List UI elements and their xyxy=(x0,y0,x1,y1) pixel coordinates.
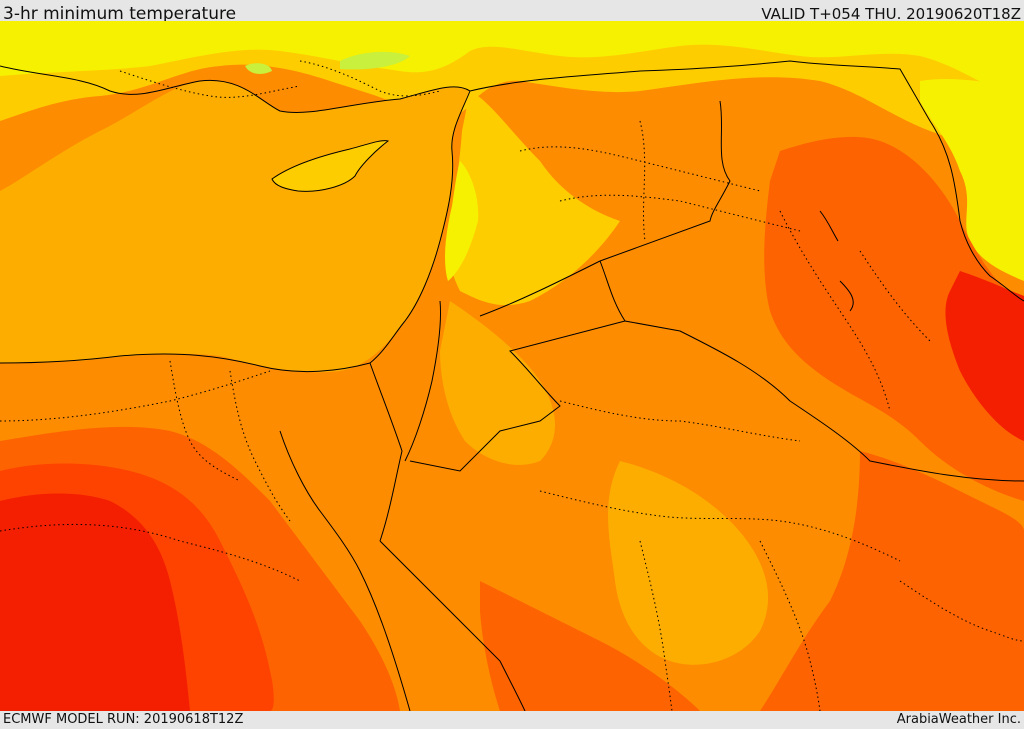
coastline-arabia xyxy=(379,540,526,711)
coastline xyxy=(0,65,471,113)
credit-label: ArabiaWeather Inc. xyxy=(896,712,1021,727)
cyprus xyxy=(271,140,390,192)
coastline xyxy=(0,90,471,373)
dark-orange-iraq xyxy=(764,136,1024,502)
light-yellow-east-region xyxy=(920,79,1024,281)
valid-time: VALID T+054 THU. 20190620T18Z xyxy=(761,5,1021,23)
model-run-label: ECMWF MODEL RUN: 20190618T12Z xyxy=(3,712,244,727)
border-syria-iraq xyxy=(479,100,731,317)
saudi-yellow xyxy=(608,461,769,665)
border-jordan-iraq-saudi xyxy=(599,260,1024,482)
province-boundaries xyxy=(0,60,1024,711)
green-patch xyxy=(340,51,410,70)
border-jordan-saudi xyxy=(409,320,626,472)
map-title: 3-hr minimum temperature xyxy=(3,4,237,24)
coastline-gulf xyxy=(959,220,1024,302)
border-dead-sea-rift xyxy=(404,300,441,462)
egypt-red-core xyxy=(0,493,190,711)
levant-light-yellow xyxy=(445,161,479,281)
arabia-east-dark xyxy=(760,451,1024,711)
red-east xyxy=(945,271,1024,441)
temperature-map xyxy=(0,21,1024,711)
border-turkey-syria xyxy=(469,60,961,222)
coastline-lake xyxy=(819,210,854,312)
header-bar xyxy=(0,0,1024,21)
arabia-south-dark xyxy=(480,581,700,711)
border-israel-egypt xyxy=(369,362,403,542)
footer-bar xyxy=(0,711,1024,729)
red-sea xyxy=(330,541,440,711)
light-yellow-north-region xyxy=(0,21,1024,101)
levant-yellow xyxy=(448,91,620,306)
green-patch xyxy=(245,63,272,74)
yellow-north-region xyxy=(0,21,1024,171)
coastline-sinai xyxy=(279,430,411,711)
